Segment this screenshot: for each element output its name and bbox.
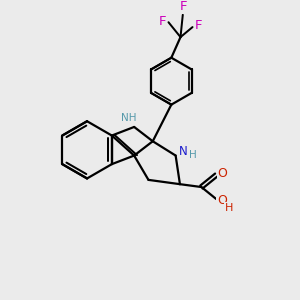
Text: F: F xyxy=(159,15,166,28)
Text: F: F xyxy=(195,20,202,32)
Text: F: F xyxy=(180,0,187,13)
Text: N: N xyxy=(178,145,187,158)
Text: O: O xyxy=(217,194,227,207)
Text: O: O xyxy=(218,167,227,180)
Text: NH: NH xyxy=(121,113,137,123)
Text: H: H xyxy=(225,202,233,213)
Text: H: H xyxy=(189,150,197,160)
